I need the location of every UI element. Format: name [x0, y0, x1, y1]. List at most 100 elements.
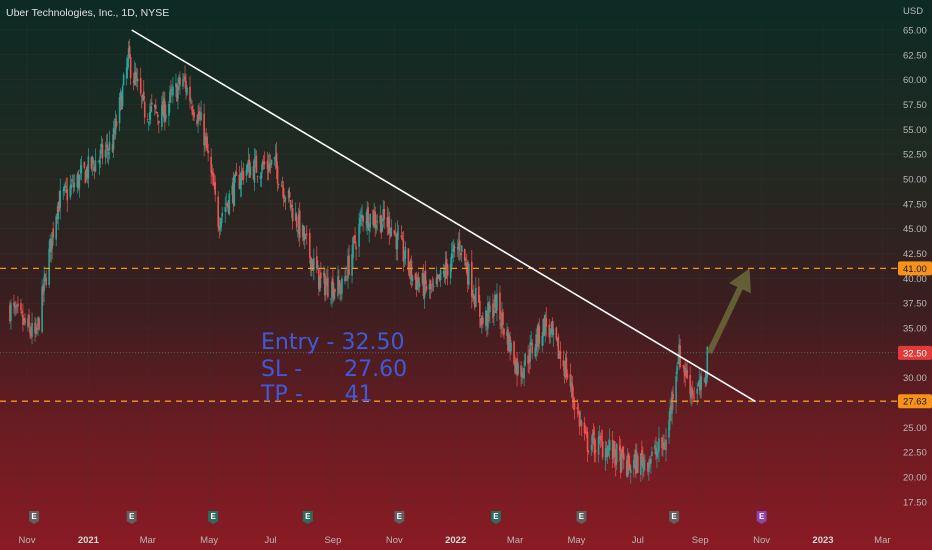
candle-body [171, 92, 173, 94]
candle-body [458, 240, 461, 252]
candle-body [235, 172, 238, 176]
candle-body [528, 360, 530, 363]
candle-body [274, 155, 277, 162]
candle-body [203, 113, 205, 146]
candle-body [290, 204, 293, 208]
price-tick-label: 35.00 [903, 324, 927, 335]
candle-body [600, 440, 603, 442]
time-axis[interactable]: Nov 2021 Mar May Jul Sep Nov 2022 Mar May Jul Sep No… [19, 535, 891, 546]
level-price-badge-label: 41.00 [903, 264, 927, 275]
earnings-marker[interactable]: E [490, 511, 501, 524]
candle-body [591, 433, 594, 444]
candle-body [706, 346, 709, 379]
candle-body [437, 274, 440, 278]
candle-body [15, 309, 17, 311]
candle-body [355, 246, 357, 250]
candle-body [601, 441, 604, 458]
candle-body [184, 76, 186, 82]
candle-body [353, 236, 355, 238]
price-axis[interactable]: 65.00 62.50 60.00 57.50 55.00 52.50 50.00 47.50… [898, 26, 932, 509]
candle-body [310, 260, 313, 271]
candle-body [113, 128, 116, 133]
candle-body [100, 143, 103, 148]
candle-body [453, 247, 456, 248]
candle-body [470, 261, 473, 297]
candle-body [80, 165, 83, 174]
earnings-marker-shape [394, 511, 405, 524]
candle-body [57, 202, 59, 220]
candle-body [521, 374, 523, 378]
date-tick-label: Mar [140, 535, 156, 546]
candle-body [383, 208, 386, 220]
candle-body [259, 176, 262, 179]
candle-body [457, 243, 460, 249]
candle-body [494, 294, 496, 308]
candle-body [489, 305, 491, 313]
candle-body [225, 204, 228, 206]
candle-body [308, 232, 311, 258]
candle-body [294, 213, 297, 221]
candle-body [657, 451, 659, 453]
candle-body [506, 331, 508, 337]
candle-body [380, 215, 383, 234]
candle-body [538, 325, 541, 344]
candle-body [358, 223, 360, 247]
candle-body [422, 273, 425, 297]
earnings-marker[interactable]: E [669, 511, 680, 524]
candle-body [670, 405, 672, 411]
earnings-marker[interactable]: E [29, 511, 40, 524]
candle-body [366, 209, 368, 226]
candle-body [156, 111, 158, 114]
candle-body [334, 289, 336, 293]
price-tick-label: 50.00 [903, 175, 927, 186]
candle-body [327, 277, 329, 297]
candle-body [253, 158, 256, 183]
candle-body [276, 166, 279, 184]
drawings[interactable] [0, 29, 897, 403]
candle-body [98, 159, 101, 165]
candle-body [488, 302, 490, 311]
earnings-marker[interactable]: E [126, 511, 137, 524]
candle-body [515, 360, 517, 374]
price-tick-label: 42.50 [903, 249, 927, 260]
candle-body [400, 235, 403, 238]
earnings-marker[interactable]: E [576, 511, 587, 524]
candle-body [186, 87, 188, 95]
candle-body [479, 300, 481, 317]
candle-body [570, 382, 573, 389]
candle-body [78, 175, 81, 189]
date-tick-label: Jul [264, 535, 276, 546]
candle-body [569, 374, 572, 387]
candle-body [48, 248, 50, 286]
earnings-marker-label: E [493, 512, 499, 521]
earnings-marker[interactable]: E [394, 511, 405, 524]
candle-body [449, 263, 452, 279]
earnings-marker[interactable]: E [302, 511, 313, 524]
candle-body [320, 272, 322, 279]
candle-body [499, 292, 501, 320]
candle-body [55, 216, 57, 240]
currency-label: USD [903, 6, 923, 17]
candle-body [70, 184, 73, 189]
candle-body [313, 258, 315, 271]
candle-body [101, 144, 104, 159]
candle-body [520, 365, 522, 377]
candle-body [654, 445, 656, 450]
candle-body [435, 277, 438, 285]
candle-body [683, 366, 685, 373]
candle-body [372, 210, 374, 225]
candle-body [36, 327, 38, 330]
candle-body [346, 279, 348, 281]
candle-body [627, 453, 630, 466]
candle-body [266, 160, 269, 169]
earnings-marker[interactable]: E [208, 511, 219, 524]
candle-body [199, 117, 201, 119]
candle-body [634, 453, 636, 461]
candle-body [647, 462, 649, 472]
price-tick-label: 62.50 [903, 50, 927, 61]
candle-body [13, 303, 15, 307]
earnings-marker[interactable]: E [756, 511, 767, 524]
